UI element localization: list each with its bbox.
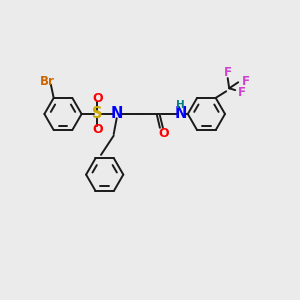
Text: H: H: [176, 100, 185, 110]
Text: N: N: [175, 106, 187, 122]
Text: N: N: [110, 106, 123, 122]
Text: O: O: [92, 123, 103, 136]
Text: Br: Br: [40, 75, 54, 88]
Text: O: O: [158, 127, 169, 140]
Text: S: S: [92, 106, 103, 122]
Text: O: O: [92, 92, 103, 105]
Text: F: F: [224, 66, 232, 79]
Text: F: F: [242, 75, 249, 88]
Text: F: F: [238, 86, 246, 99]
